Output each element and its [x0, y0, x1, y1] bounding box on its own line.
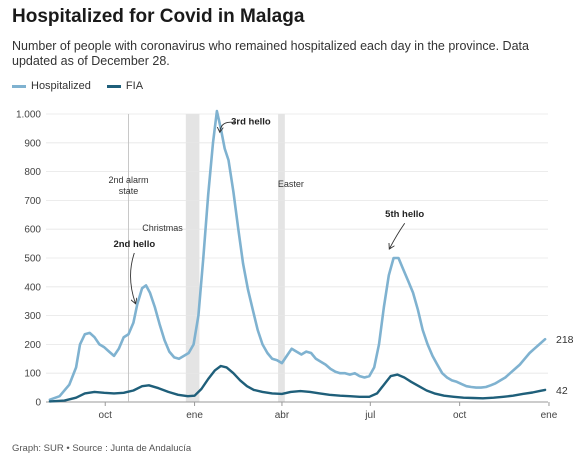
band-label-easter: Easter	[278, 179, 304, 189]
legend-swatch-fia	[106, 84, 121, 88]
y-tick-label: 100	[24, 369, 41, 380]
annotation-2nd-hello: 2nd hello	[113, 239, 155, 250]
legend-item-hospitalized[interactable]: Hospitalized	[12, 80, 91, 92]
end-label-fia: 42	[556, 385, 568, 397]
y-tick-label: 300	[24, 311, 41, 322]
legend-label-fia: FIA	[125, 80, 144, 92]
footer-source: Graph: SUR • Source : Junta de Andalucía	[12, 443, 192, 454]
chart-title: Hospitalized for Covid in Malaga	[12, 6, 305, 27]
x-tick-label: ene	[186, 410, 203, 421]
y-tick-label: 800	[24, 167, 41, 178]
legend-item-fia[interactable]: FIA	[106, 80, 144, 92]
y-tick-label: 700	[24, 196, 41, 207]
x-tick-label: jul	[364, 410, 375, 421]
x-tick-label: oct	[453, 410, 467, 421]
end-label-hospitalized: 218	[556, 334, 574, 346]
annotation-alarm-state: 2nd alarm state	[109, 175, 149, 196]
y-tick-label: 900	[24, 138, 41, 149]
y-tick-label: 0	[35, 398, 41, 409]
y-tick-label: 500	[24, 254, 41, 265]
legend-label-hospitalized: Hospitalized	[31, 80, 91, 92]
annotation-5th-hello: 5th hello	[385, 209, 424, 220]
chart-subtitle: Number of people with coronavirus who re…	[12, 39, 529, 68]
annotation-3rd-hello: 3rd hello	[231, 117, 271, 128]
y-tick-label: 600	[24, 225, 41, 236]
x-tick-label: abr	[275, 410, 290, 421]
y-tick-label: 400	[24, 282, 41, 293]
annotation-arrow	[130, 252, 136, 303]
x-tick-label: oct	[99, 410, 113, 421]
legend: Hospitalized FIA	[12, 80, 159, 92]
annotation-arrow	[220, 121, 235, 131]
series-line-fia	[48, 364, 547, 403]
annotation-arrow	[390, 222, 406, 248]
y-tick-label: 1.000	[16, 110, 41, 121]
x-tick-label: ene	[541, 410, 558, 421]
band-label-christmas: Christmas	[142, 223, 183, 233]
legend-swatch-hospitalized	[12, 84, 26, 88]
y-tick-label: 200	[24, 340, 41, 351]
series-line-hospitalized	[48, 109, 547, 401]
